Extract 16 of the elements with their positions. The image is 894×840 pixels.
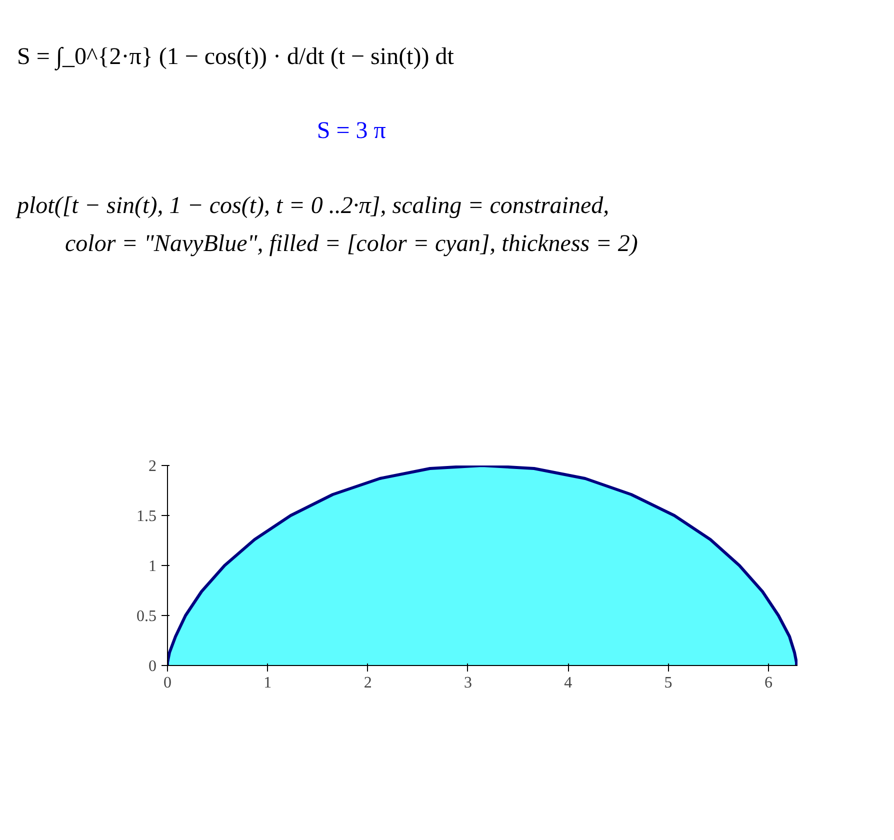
- x-tick-label: 6: [764, 674, 772, 692]
- x-tick-label: 3: [464, 674, 472, 692]
- y-tick-label: 0: [148, 658, 156, 675]
- y-tick-label: 0.5: [136, 608, 156, 625]
- x-tick-label: 4: [564, 674, 572, 692]
- x-tick-label: 5: [664, 674, 672, 692]
- y-tick-label: 1.5: [136, 508, 156, 525]
- text: S = 3 π: [316, 117, 387, 146]
- text: S = ∫_0^{2·π} (1 − cos(t)) · d/dt (t − sin(t)) dt: [16, 43, 455, 72]
- x-tick-label: 1: [264, 674, 272, 692]
- y-tick-label: 1: [148, 558, 156, 575]
- text: plot([t − sin(t), 1 − cos(t), t = 0 ..2·π], scaling = constrained,: [14, 192, 610, 221]
- text: color = "NavyBlue", filled = [color = cyan], thickness = 2): [64, 230, 638, 259]
- x-tick-label: 0: [164, 674, 172, 692]
- y-tick-label: 2: [148, 458, 156, 475]
- x-tick-label: 2: [364, 674, 372, 692]
